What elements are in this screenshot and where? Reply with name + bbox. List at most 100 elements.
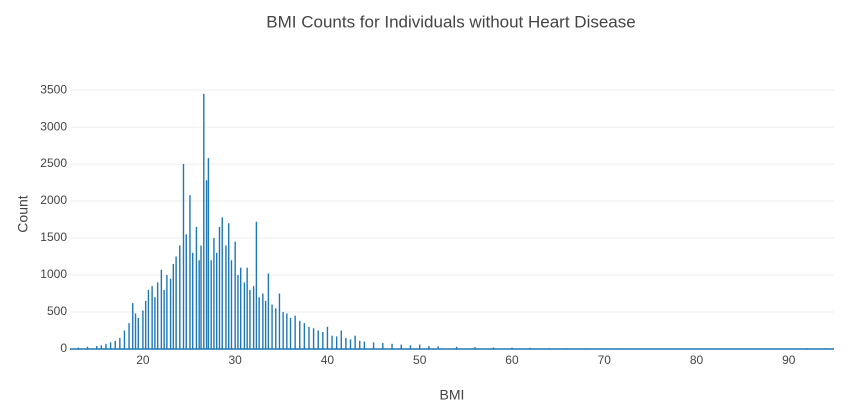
bar	[137, 317, 139, 349]
bar	[322, 331, 324, 349]
bar	[207, 158, 210, 349]
bar	[249, 289, 251, 349]
x-tick-label: 80	[690, 353, 704, 367]
bar	[200, 245, 202, 349]
bar	[175, 256, 177, 349]
bar	[86, 346, 89, 349]
bar	[312, 328, 315, 349]
bar	[474, 347, 476, 349]
y-tick-label: 1000	[40, 267, 67, 281]
bar	[243, 282, 246, 349]
bar	[203, 93, 205, 349]
bar	[354, 335, 356, 349]
bar	[144, 300, 147, 349]
bar	[255, 221, 258, 349]
x-tick-label: 20	[136, 353, 150, 367]
bar	[221, 217, 223, 349]
x-tick-label: 40	[321, 353, 335, 367]
bar	[264, 300, 267, 349]
y-tick-label: 1500	[40, 230, 67, 244]
x-tick-label: 30	[228, 353, 242, 367]
bar	[109, 342, 112, 349]
bar	[179, 245, 181, 349]
bar	[331, 335, 333, 349]
bar	[419, 344, 421, 349]
bar	[234, 241, 236, 349]
bar	[400, 344, 402, 349]
bar	[428, 346, 430, 349]
bar	[437, 346, 439, 349]
bar	[230, 260, 233, 349]
bar	[382, 343, 384, 349]
bar	[96, 346, 98, 349]
bar	[142, 310, 144, 349]
bar	[271, 304, 273, 349]
x-axis-title: BMI	[440, 387, 465, 403]
bar	[349, 339, 352, 349]
bar	[317, 330, 319, 349]
bar	[303, 323, 306, 349]
bar	[345, 337, 347, 349]
bar	[154, 297, 156, 349]
y-tick-label: 2500	[40, 156, 67, 170]
bar	[237, 275, 239, 349]
bar	[156, 282, 159, 349]
bar	[335, 336, 338, 349]
bar	[363, 341, 366, 349]
x-tick-label: 90	[782, 353, 796, 367]
bar	[267, 273, 270, 349]
bar	[391, 343, 393, 349]
bar	[195, 226, 198, 349]
bar	[286, 313, 288, 349]
bar	[172, 263, 175, 349]
bar	[189, 195, 191, 349]
x-tick-label: 50	[413, 353, 427, 367]
bar	[105, 343, 107, 349]
y-tick-label: 3500	[40, 82, 67, 96]
bar	[258, 297, 260, 349]
bar	[299, 320, 301, 349]
bar	[289, 317, 292, 349]
y-tick-label: 0	[60, 341, 67, 355]
y-tick-label: 2000	[40, 193, 67, 207]
bar	[409, 345, 412, 349]
y-axis-title: Count	[15, 195, 31, 232]
bar	[326, 326, 329, 349]
bar	[275, 308, 277, 349]
bar	[218, 226, 221, 349]
bar	[308, 326, 310, 349]
bar	[278, 293, 281, 349]
chart-title: BMI Counts for Individuals without Heart…	[266, 12, 635, 31]
bar	[262, 293, 264, 349]
bar	[198, 260, 200, 349]
bar	[160, 269, 163, 349]
bar	[246, 267, 248, 349]
bar	[128, 323, 130, 349]
bar	[210, 260, 212, 349]
bar	[182, 164, 185, 349]
bar	[100, 345, 103, 349]
bar	[132, 303, 134, 349]
bar	[147, 289, 150, 349]
bar	[372, 342, 375, 349]
bar	[252, 286, 255, 349]
bar	[228, 223, 230, 349]
bar	[134, 313, 137, 349]
y-tick-label: 3000	[40, 119, 67, 133]
x-tick-label: 70	[598, 353, 612, 367]
bar	[216, 252, 218, 349]
bar	[205, 180, 208, 349]
bar	[169, 278, 172, 349]
bar	[340, 330, 342, 349]
bar	[163, 289, 165, 349]
bar	[119, 337, 121, 349]
bar	[166, 275, 168, 349]
bar	[359, 340, 361, 349]
bar	[225, 245, 227, 349]
x-tick-label: 60	[505, 353, 519, 367]
bar	[455, 346, 458, 349]
bar	[294, 315, 296, 349]
bar	[114, 340, 116, 349]
bar	[151, 286, 153, 349]
